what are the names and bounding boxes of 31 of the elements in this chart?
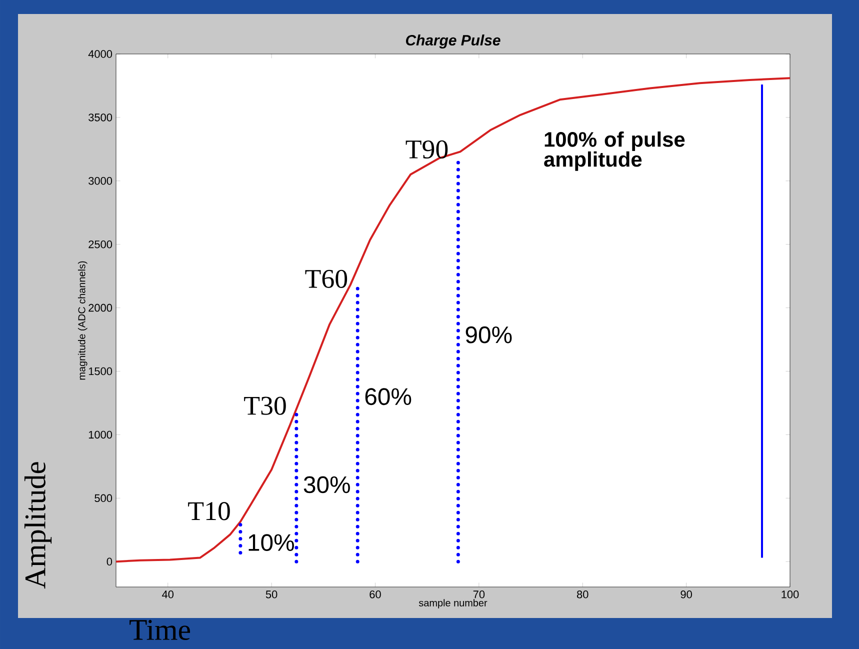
x-tick-label: 80 bbox=[576, 590, 588, 598]
chart-title: Charge Pulse bbox=[406, 34, 500, 48]
annotation: 60% bbox=[365, 388, 412, 406]
annotation: 30% bbox=[304, 476, 350, 494]
x-tick-label: 70 bbox=[473, 590, 485, 598]
y-tick-label: 2000 bbox=[88, 304, 112, 312]
annotation: T30 bbox=[244, 396, 286, 415]
line-series bbox=[116, 77, 790, 563]
annotation: 90% bbox=[466, 326, 512, 344]
annotation: 10% bbox=[248, 534, 294, 552]
x-tick-label: 50 bbox=[266, 590, 278, 598]
x-tick-label: 60 bbox=[370, 590, 381, 598]
y-tick-label: 3500 bbox=[88, 114, 112, 122]
y-tick-label: 1500 bbox=[88, 367, 112, 376]
x-tick-label: 100 bbox=[782, 590, 799, 598]
annotation: 100% of pulse amplitude bbox=[544, 132, 685, 171]
y-tick-label: 3000 bbox=[88, 177, 112, 185]
y-tick-label: 4000 bbox=[88, 50, 112, 58]
annotation: T60 bbox=[305, 270, 348, 288]
y-tick-label: 0 bbox=[106, 558, 112, 566]
y-tick-label: 2500 bbox=[88, 240, 112, 248]
y-tick-label: 1000 bbox=[88, 430, 112, 439]
text: Time bbox=[130, 620, 190, 640]
annotation: T10 bbox=[188, 502, 230, 520]
y-axis-title: magnitude (ADC channels) bbox=[78, 261, 88, 380]
text: Amplitude bbox=[24, 462, 52, 589]
y-tick-label: 500 bbox=[94, 494, 112, 502]
x-tick-label: 40 bbox=[162, 590, 174, 598]
annotation: T90 bbox=[406, 140, 448, 159]
x-axis-title: sample number bbox=[418, 599, 488, 608]
x-tick-label: 90 bbox=[680, 590, 692, 598]
